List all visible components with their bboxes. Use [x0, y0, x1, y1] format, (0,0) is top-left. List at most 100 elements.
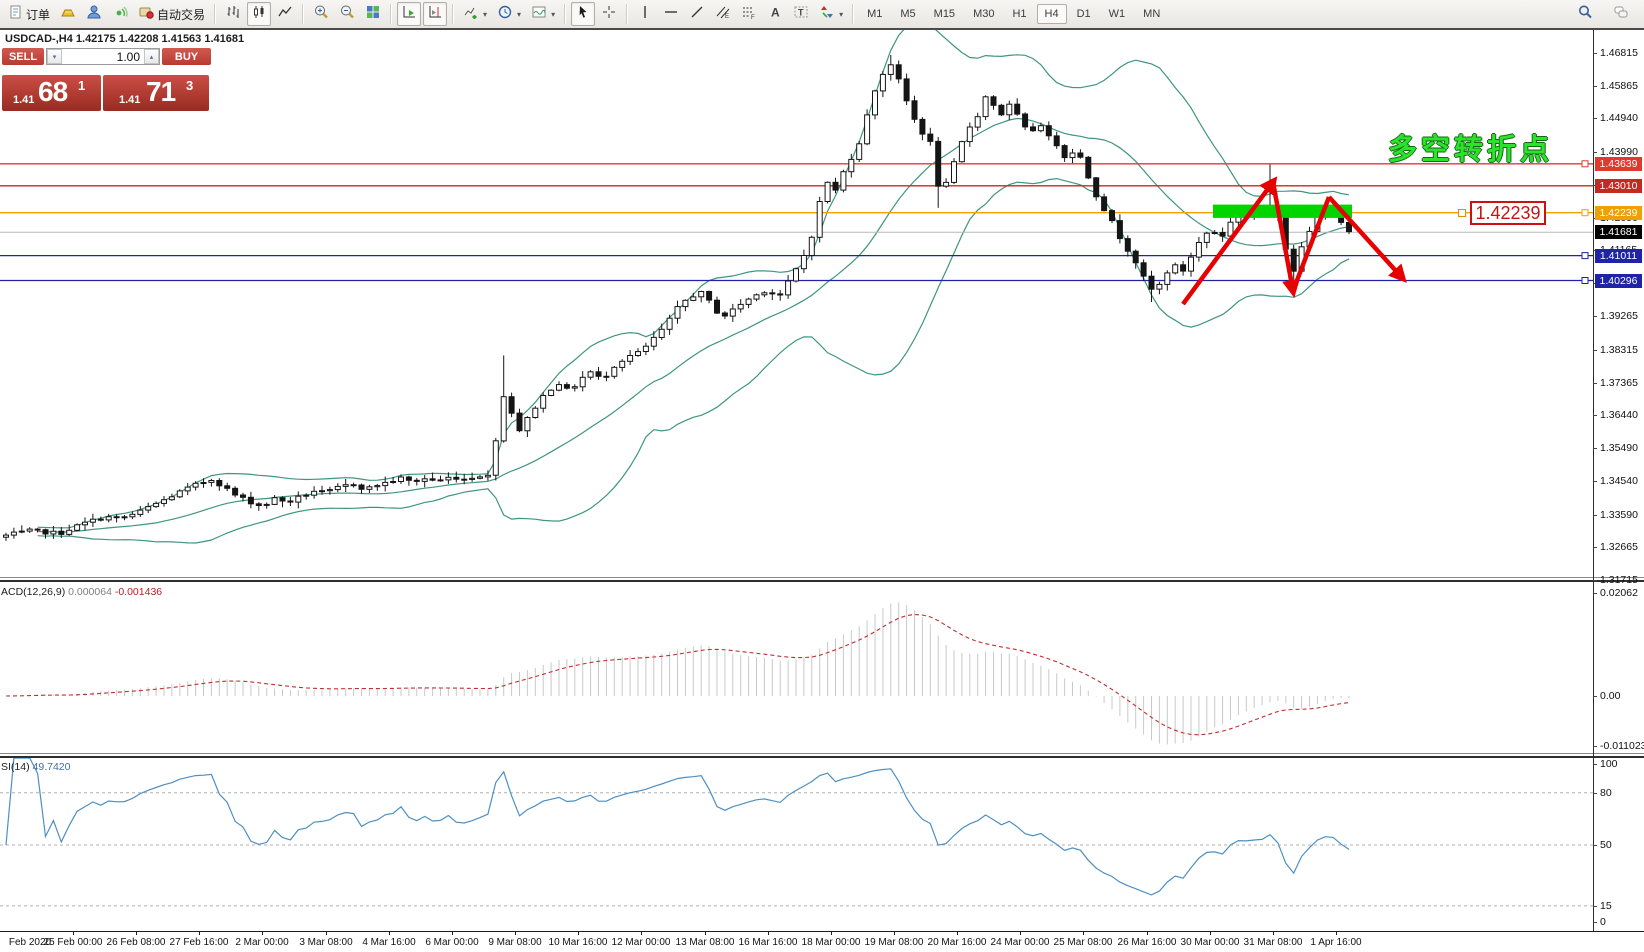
timeframe-h4-button[interactable]: H4: [1036, 4, 1067, 24]
price-tick: [1593, 118, 1597, 119]
toolbar-vertical-line-button[interactable]: [633, 2, 657, 26]
price-tick: [1593, 547, 1597, 548]
toolbar-navigator-button[interactable]: [82, 2, 106, 26]
toolbar-auto-trading-label: 自动交易: [157, 7, 206, 22]
timeframe-m5-button[interactable]: M5: [900, 8, 916, 20]
price-tick-label: 1.35490: [1600, 442, 1638, 454]
price-tick: [1593, 793, 1597, 794]
toolbar-templates-button[interactable]: ▾: [527, 2, 559, 26]
price-tick-label: 1.38315: [1600, 344, 1638, 356]
time-tick: [452, 931, 453, 935]
toolbar-channel-button[interactable]: E: [711, 2, 735, 26]
chevron-down-icon[interactable]: ▾: [839, 9, 844, 19]
toolbar-separator: [852, 4, 855, 24]
timeframe-m15-button[interactable]: M15: [933, 8, 956, 20]
month-label: Feb 2020: [8, 937, 52, 948]
rsi-line: [5, 758, 1350, 896]
price-tick: [1593, 593, 1597, 594]
toolbar-indicators-button[interactable]: ▾: [459, 2, 491, 26]
sell-price-box[interactable]: 1.41 68 1: [2, 75, 101, 111]
sell-price-sup: 1: [78, 78, 86, 93]
rsi-axis-label: 0: [1600, 916, 1606, 928]
toolbar-horizontal-line-button[interactable]: [659, 2, 683, 26]
time-tick: [768, 931, 769, 935]
supply-zone-rectangle[interactable]: [1213, 204, 1352, 218]
volume-value[interactable]: 1.00: [116, 49, 140, 64]
macd-splitter[interactable]: [0, 577, 1644, 578]
time-tick: [705, 931, 706, 935]
volume-up-icon[interactable]: ▴: [144, 49, 159, 64]
volume-stepper[interactable]: ▾ 1.00 ▴: [46, 48, 160, 65]
time-tick: [831, 931, 832, 935]
timeframe-d1-button[interactable]: D1: [1076, 8, 1091, 20]
timeframe-mn-button[interactable]: MN: [1143, 8, 1161, 20]
toolbar-text-button[interactable]: A: [763, 2, 787, 26]
chevron-down-icon[interactable]: ▾: [551, 9, 556, 19]
macd-axis-label: 0.00: [1600, 690, 1621, 702]
chat-button[interactable]: [1609, 2, 1633, 26]
rsi-panel-canvas[interactable]: [0, 758, 1593, 930]
toolbar-separator: [564, 4, 567, 24]
line-handle-icon[interactable]: [1581, 160, 1589, 168]
rsi-splitter[interactable]: [0, 753, 1644, 754]
toolbar-shapes-button[interactable]: ▾: [815, 2, 847, 26]
toolbar-candlestick-chart-button[interactable]: [247, 2, 272, 26]
level-badge-1.41011: 1.41011: [1595, 249, 1642, 263]
toolbar-new-order-button[interactable]: 订单: [3, 2, 54, 26]
timeframe-w1-button[interactable]: W1: [1108, 8, 1126, 20]
macd-label: ACD(12,26,9) 0.000064 -0.001436: [1, 586, 163, 598]
price-callout-label[interactable]: 1.42239: [1470, 201, 1546, 225]
toolbar-signal-button[interactable]: [108, 2, 132, 26]
toolbar-bar-chart-button[interactable]: [221, 2, 245, 26]
line-handle-icon[interactable]: [1581, 277, 1589, 284]
toolbar-line-chart-button[interactable]: [273, 2, 297, 26]
time-tick-label: 16 Mar 16:00: [738, 937, 798, 948]
shapes-icon: [819, 4, 835, 25]
line-handle-icon[interactable]: [1581, 209, 1589, 217]
toolbar-text-label-button[interactable]: T: [789, 2, 813, 26]
buy-button[interactable]: BUY: [162, 48, 211, 65]
toolbar-tile-windows-button[interactable]: [361, 2, 385, 26]
price-tick: [1593, 746, 1597, 747]
price-tick: [1593, 448, 1597, 449]
toolbar-auto-trading-button[interactable]: 自动交易: [134, 2, 209, 26]
chart-title: USDCAD-,H4 1.42175 1.42208 1.41563 1.416…: [5, 33, 245, 45]
toolbar-zoom-out-button[interactable]: [335, 2, 359, 26]
toolbar-crosshair-button[interactable]: [597, 2, 621, 26]
timeframe-m1-button[interactable]: M1: [867, 8, 883, 20]
timeframe-m30-button[interactable]: M30: [973, 8, 995, 20]
toolbar-gold-button[interactable]: [56, 2, 80, 26]
time-tick-label: 31 Mar 08:00: [1243, 937, 1303, 948]
forecast-arrows[interactable]: [1181, 176, 1407, 306]
macd-panel-canvas[interactable]: [0, 583, 1593, 752]
price-tick: [1593, 152, 1597, 153]
time-tick-label: 25 Mar 08:00: [1053, 937, 1113, 948]
toolbar-chart-shift-button[interactable]: [423, 2, 448, 26]
toolbar-trendline-button[interactable]: [685, 2, 709, 26]
buy-price-box[interactable]: 1.41 71 3: [103, 75, 209, 111]
timeframe-h1-button[interactable]: H1: [1012, 8, 1027, 20]
toolbar-fibonacci-button[interactable]: F: [737, 2, 761, 26]
toolbar-periods-button[interactable]: ▾: [493, 2, 525, 26]
toolbar-auto-scroll-button[interactable]: [397, 2, 422, 26]
buy-price-big: 71: [146, 76, 176, 107]
sell-button[interactable]: SELL: [2, 48, 44, 65]
chevron-down-icon[interactable]: ▾: [517, 9, 522, 19]
volume-down-icon[interactable]: ▾: [47, 49, 62, 64]
toolbar-separator: [390, 4, 393, 24]
time-tick-label: 18 Mar 00:00: [801, 937, 861, 948]
price-chart-canvas[interactable]: ewBox="0 30 1593 548">: [0, 30, 1593, 578]
line-handle-icon[interactable]: [1581, 252, 1589, 260]
toolbar-cursor-button[interactable]: [571, 2, 596, 26]
toolbar-zoom-in-button[interactable]: [309, 2, 333, 26]
callout-handle[interactable]: [1458, 209, 1466, 217]
time-tick: [894, 931, 895, 935]
gold-ingot-icon: [60, 4, 76, 25]
chevron-down-icon[interactable]: ▾: [483, 9, 488, 19]
time-tick-label: 26 Mar 16:00: [1117, 937, 1177, 948]
price-tick-label: 1.31715: [1600, 574, 1638, 586]
search-button[interactable]: [1573, 2, 1597, 26]
templates-icon: [531, 4, 547, 25]
turning-point-annotation[interactable]: 多空转折点: [1388, 134, 1554, 166]
